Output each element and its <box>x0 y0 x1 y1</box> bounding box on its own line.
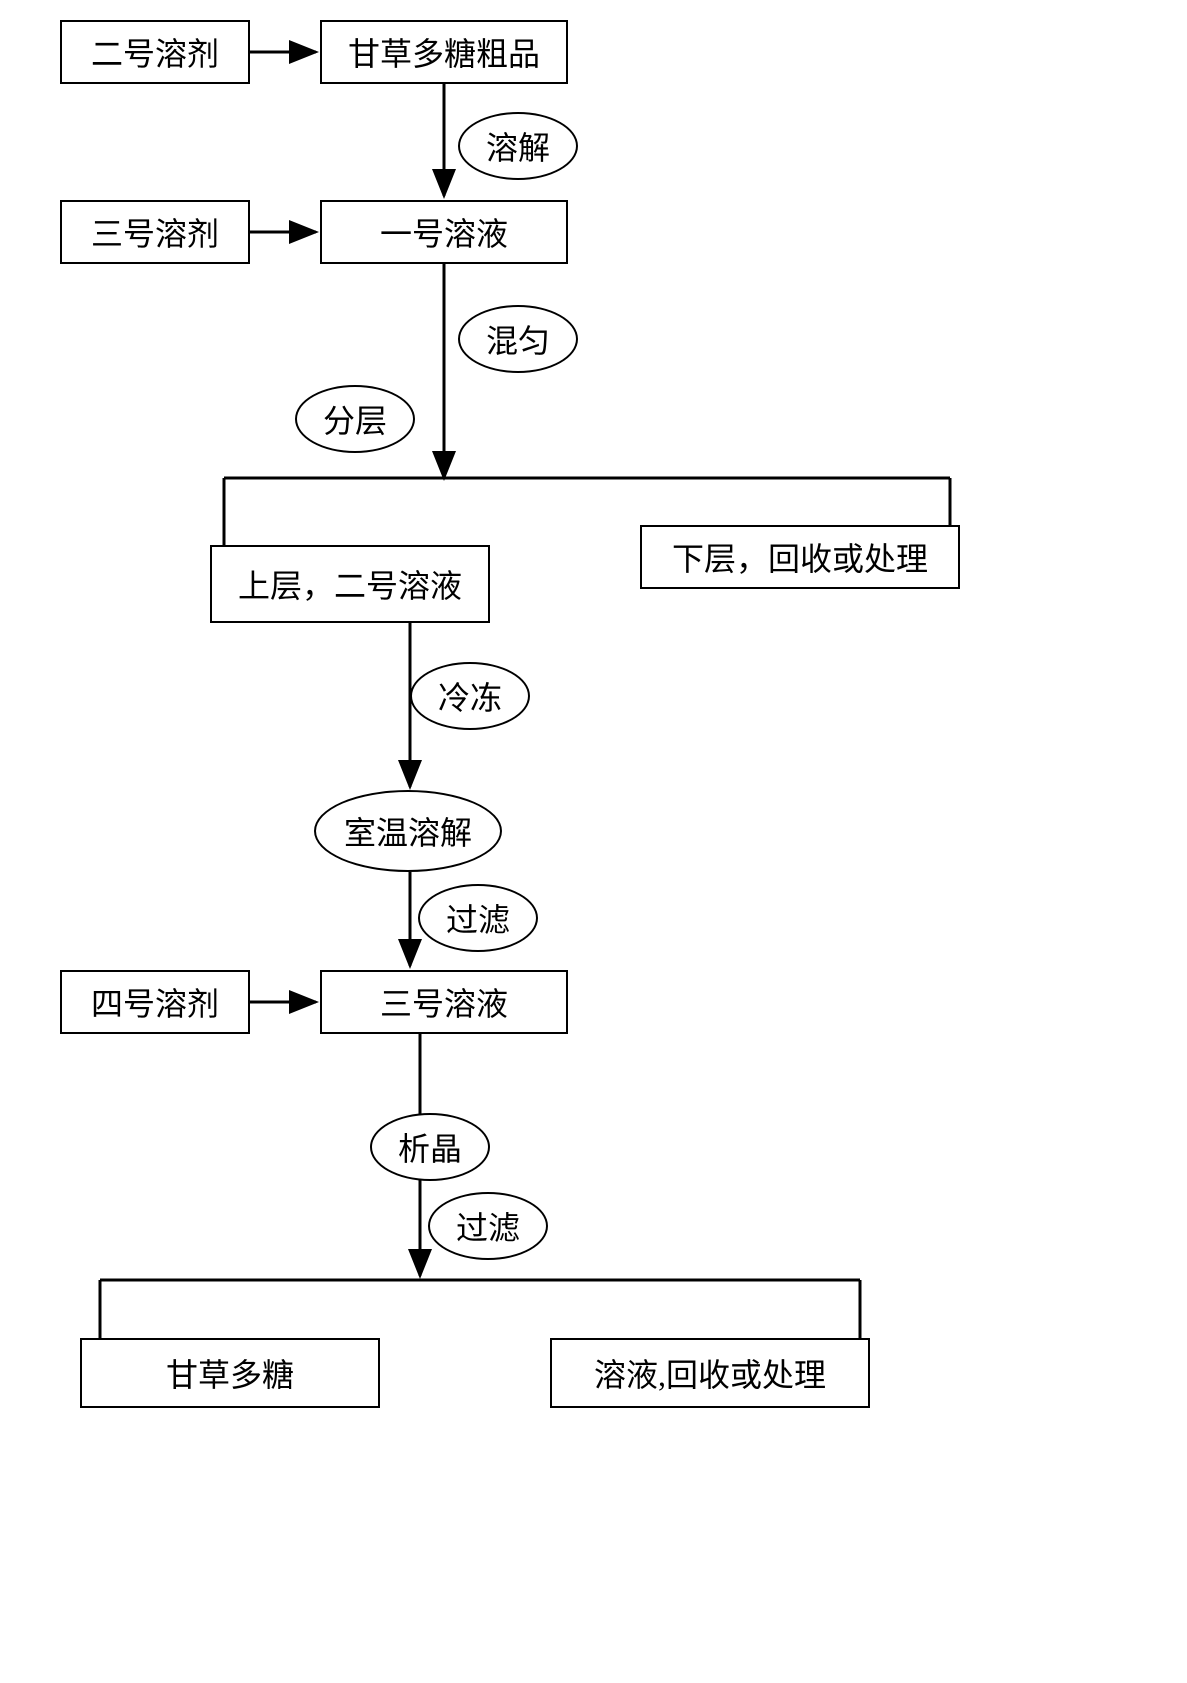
node-layer: 分层 <box>295 385 415 453</box>
node-label: 四号溶剂 <box>91 979 219 1025</box>
node-freeze: 冷冻 <box>410 662 530 730</box>
node-label: 过滤 <box>456 1203 520 1249</box>
node-label: 一号溶液 <box>380 209 508 255</box>
node-label: 分层 <box>323 396 387 442</box>
node-label: 混匀 <box>486 316 550 362</box>
node-solvent2: 二号溶剂 <box>60 20 250 84</box>
node-dissolve1: 溶解 <box>458 112 578 180</box>
flowchart-diagram: 二号溶剂 甘草多糖粗品 溶解 三号溶剂 一号溶液 混匀 分层 上层，二号溶液 下… <box>0 0 1187 1683</box>
node-upper: 上层，二号溶液 <box>210 545 490 623</box>
node-label: 三号溶剂 <box>91 209 219 255</box>
node-label: 甘草多糖粗品 <box>348 29 540 75</box>
node-crystallize: 析晶 <box>370 1113 490 1181</box>
node-label: 冷冻 <box>438 673 502 719</box>
node-label: 上层，二号溶液 <box>238 561 462 607</box>
node-label: 室温溶解 <box>344 808 472 854</box>
node-solvent3: 三号溶剂 <box>60 200 250 264</box>
node-label: 溶液,回收或处理 <box>594 1350 826 1396</box>
node-rt-dissolve: 室温溶解 <box>314 790 502 872</box>
node-recycle: 溶液,回收或处理 <box>550 1338 870 1408</box>
node-lower: 下层，回收或处理 <box>640 525 960 589</box>
node-filter2: 过滤 <box>428 1192 548 1260</box>
node-label: 过滤 <box>446 895 510 941</box>
node-solution3: 三号溶液 <box>320 970 568 1034</box>
node-filter1: 过滤 <box>418 884 538 952</box>
node-solution1: 一号溶液 <box>320 200 568 264</box>
node-label: 三号溶液 <box>380 979 508 1025</box>
node-product: 甘草多糖 <box>80 1338 380 1408</box>
node-label: 溶解 <box>486 123 550 169</box>
node-crude: 甘草多糖粗品 <box>320 20 568 84</box>
node-label: 二号溶剂 <box>91 29 219 75</box>
node-solvent4: 四号溶剂 <box>60 970 250 1034</box>
node-label: 甘草多糖 <box>166 1350 294 1396</box>
node-label: 析晶 <box>398 1124 462 1170</box>
node-label: 下层，回收或处理 <box>672 534 928 580</box>
node-mix: 混匀 <box>458 305 578 373</box>
